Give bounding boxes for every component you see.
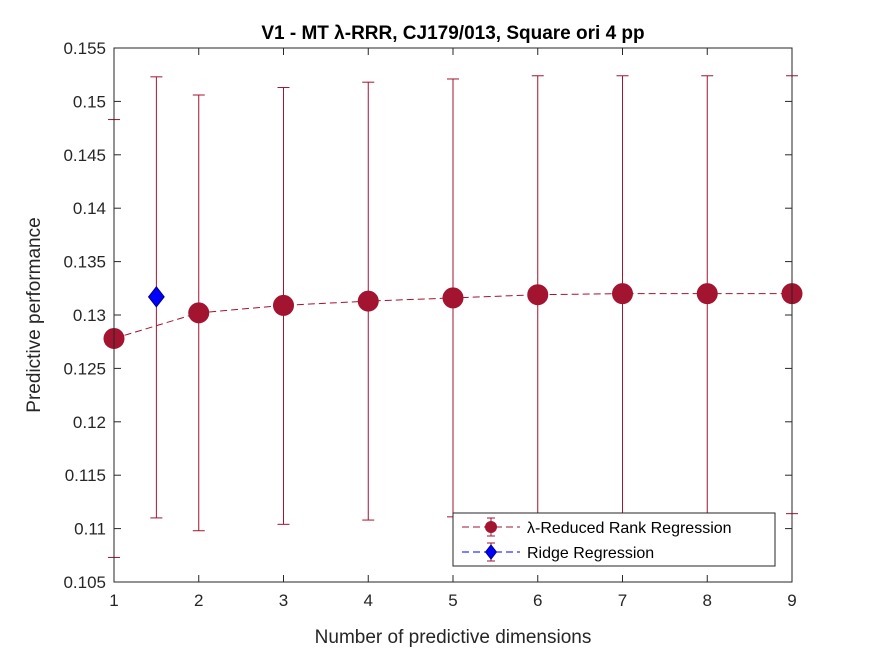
legend-box xyxy=(452,512,776,567)
y-tick-label: 0.13 xyxy=(73,306,106,325)
ticks-layer: 1 2 3 4 5 6 7 8 9 0.105 0.11 0.115 0.12 0.125 0.13 0.13… xyxy=(63,39,796,610)
legend: λ-Reduced Rank Regression Ridge Regressio… xyxy=(452,512,776,567)
series-1 xyxy=(147,76,165,519)
x-tick-label: 4 xyxy=(364,591,373,610)
y-tick-label: 0.105 xyxy=(63,573,106,592)
data-point-diamond xyxy=(147,286,165,308)
x-tick-label: 8 xyxy=(703,591,712,610)
legend-marker-circle xyxy=(485,521,497,533)
x-axis-label: Number of predictive dimensions xyxy=(315,627,592,648)
data-point-circle xyxy=(273,294,294,316)
x-tick-label: 1 xyxy=(109,591,118,610)
chart-title: V1 - MT λ-RRR, CJ179/013, Square ori 4 p… xyxy=(261,23,644,44)
data-point-circle xyxy=(357,290,379,312)
y-tick-label: 0.125 xyxy=(63,359,106,378)
legend-entry-label: Ridge Regression xyxy=(527,545,654,562)
y-tick-label: 0.11 xyxy=(74,520,106,539)
x-tick-label: 7 xyxy=(618,591,627,610)
data-point-circle xyxy=(527,284,549,306)
y-tick-label: 0.155 xyxy=(63,39,106,58)
x-tick-label: 6 xyxy=(533,591,542,610)
y-tick-label: 0.135 xyxy=(63,253,106,272)
y-axis-label: Predictive performance xyxy=(24,217,45,412)
y-tick-label: 0.12 xyxy=(73,413,106,432)
x-tick-label: 9 xyxy=(787,591,796,610)
data-point-circle xyxy=(188,302,210,324)
y-tick-label: 0.115 xyxy=(65,466,106,485)
legend-marker-diamond xyxy=(484,544,498,560)
data-point-circle xyxy=(612,283,633,305)
x-tick-label: 5 xyxy=(448,591,457,610)
y-tick-label: 0.15 xyxy=(73,92,106,111)
x-tick-label: 3 xyxy=(279,591,288,610)
x-tick-label: 2 xyxy=(194,591,203,610)
data-point-circle xyxy=(696,283,718,305)
legend-entry-label: λ-Reduced Rank Regression xyxy=(527,520,732,537)
y-tick-label: 0.14 xyxy=(73,199,106,218)
data-point-circle xyxy=(442,287,464,309)
y-tick-label: 0.145 xyxy=(63,146,106,165)
